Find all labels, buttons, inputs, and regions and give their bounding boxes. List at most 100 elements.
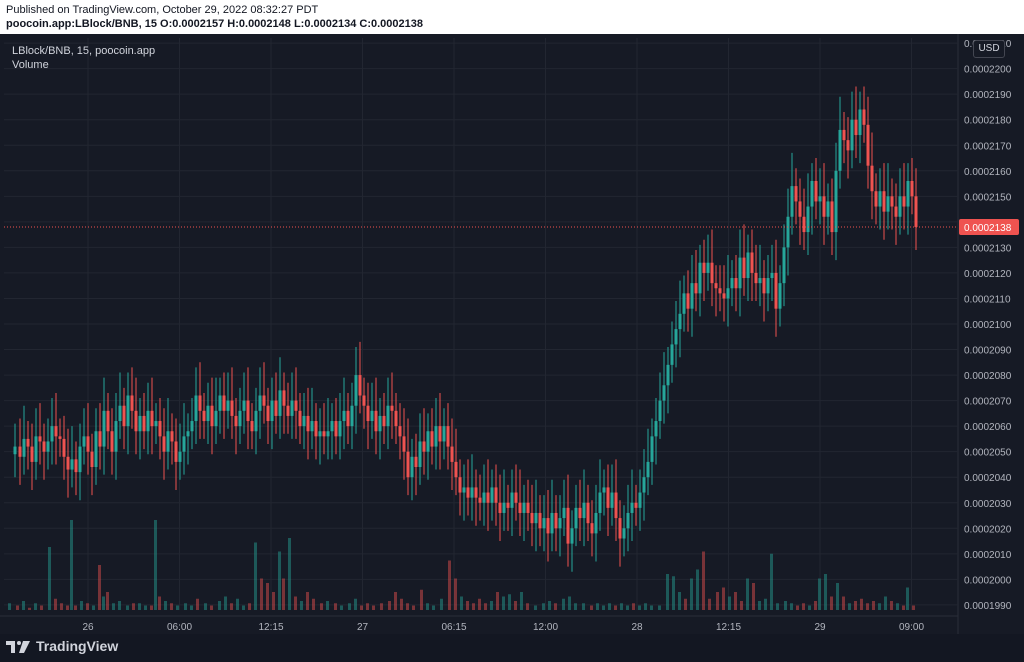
candle-body <box>146 410 150 432</box>
candle-body <box>102 410 106 447</box>
volume-bar <box>582 603 585 610</box>
currency-button[interactable]: USD <box>973 40 1005 58</box>
candle-body <box>678 313 682 330</box>
candle-body <box>86 436 90 452</box>
candle-body <box>410 456 414 478</box>
candle-body <box>130 395 134 411</box>
candle-body <box>398 426 402 437</box>
candle-body <box>558 518 562 529</box>
volume-bar <box>758 601 761 610</box>
candle-body <box>550 512 554 534</box>
volume-bar <box>366 603 369 610</box>
price-tick-label: 0.0002010 <box>964 550 1012 561</box>
candle-body <box>334 421 338 437</box>
volume-bar <box>70 520 73 610</box>
volume-bar <box>818 578 821 610</box>
candle-body <box>546 518 550 534</box>
candle-body <box>634 502 638 508</box>
volume-bar <box>526 603 529 610</box>
candle-body <box>322 431 326 437</box>
price-tick-label: 0.0002150 <box>964 192 1012 203</box>
candle-body <box>198 395 202 411</box>
candle-body <box>686 293 690 309</box>
volume-bar <box>776 603 779 610</box>
candlestick-chart[interactable]: 0.00022100.00022000.00021900.00021800.00… <box>0 34 1024 634</box>
volume-bar <box>74 605 77 610</box>
volume-bar <box>508 594 511 610</box>
volume-bar <box>502 596 505 610</box>
volume-bar <box>770 553 773 610</box>
candle-body <box>318 431 322 437</box>
candle-body <box>330 421 334 432</box>
price-tick-label: 0.0002120 <box>964 269 1012 280</box>
candle-body <box>782 247 786 284</box>
candle-body <box>242 400 246 411</box>
candle-body <box>134 410 138 432</box>
candle-body <box>914 196 918 227</box>
candle-body <box>206 405 210 422</box>
candle-body <box>214 410 218 427</box>
candle-body <box>638 492 642 508</box>
candle-body <box>342 410 346 422</box>
candle-body <box>870 165 874 192</box>
time-tick-label: 28 <box>631 622 643 633</box>
chart-pane[interactable]: 0.00022100.00022000.00021900.00021800.00… <box>0 34 1024 634</box>
candle-body <box>294 400 298 411</box>
candle-body <box>842 129 846 141</box>
candle-body <box>718 288 722 294</box>
candle-body <box>834 170 838 233</box>
candle-body <box>858 109 862 136</box>
volume-bar <box>300 601 303 610</box>
volume-bar <box>360 605 363 610</box>
candle-body <box>906 181 910 207</box>
candle-body <box>422 441 426 452</box>
candle-body <box>182 436 186 452</box>
candle-body <box>378 415 382 432</box>
volume-bar <box>454 578 457 610</box>
volume-bar <box>638 605 641 610</box>
candle-body <box>118 405 122 422</box>
candle-body <box>514 492 518 503</box>
volume-bar <box>126 605 129 610</box>
candle-body <box>434 426 438 447</box>
candle-body <box>766 278 770 294</box>
volume-legend[interactable]: Volume <box>12 59 49 71</box>
volume-bar <box>740 601 743 610</box>
candle-body <box>486 492 490 503</box>
volume-bar <box>650 605 653 610</box>
candle-body <box>34 436 38 462</box>
volume-bar <box>184 603 187 610</box>
candle-body <box>338 421 342 437</box>
candle-body <box>13 446 17 455</box>
volume-bar <box>380 603 383 610</box>
candle-body <box>186 431 190 437</box>
candle-body <box>286 405 290 416</box>
volume-bar <box>254 542 257 610</box>
candle-body <box>666 364 670 386</box>
candle-body <box>262 395 266 406</box>
published-caption: Published on TradingView.com, October 29… <box>6 4 319 16</box>
symbol-legend[interactable]: LBlock/BNB, 15, poocoin.app <box>12 45 156 57</box>
candle-body <box>506 502 510 508</box>
candle-body <box>714 283 718 289</box>
candle-body <box>754 272 758 284</box>
candle-body <box>374 410 378 432</box>
volume-bar <box>164 601 167 610</box>
volume-bar <box>394 592 397 610</box>
tradingview-logo[interactable]: TradingView <box>6 638 118 654</box>
volume-bar <box>138 603 141 610</box>
candle-body <box>62 438 66 457</box>
candle-body <box>898 196 902 217</box>
candle-body <box>74 459 78 473</box>
volume-bar <box>472 603 475 610</box>
volume-bar <box>534 605 537 610</box>
candle-body <box>698 262 702 294</box>
candle-body <box>726 288 730 299</box>
volume-bar <box>230 603 233 610</box>
candle-body <box>610 492 614 508</box>
candle-body <box>194 395 198 422</box>
candle-body <box>526 502 530 513</box>
candle-body <box>522 502 526 513</box>
volume-bar <box>866 603 869 610</box>
price-tick-label: 0.0002060 <box>964 422 1012 433</box>
